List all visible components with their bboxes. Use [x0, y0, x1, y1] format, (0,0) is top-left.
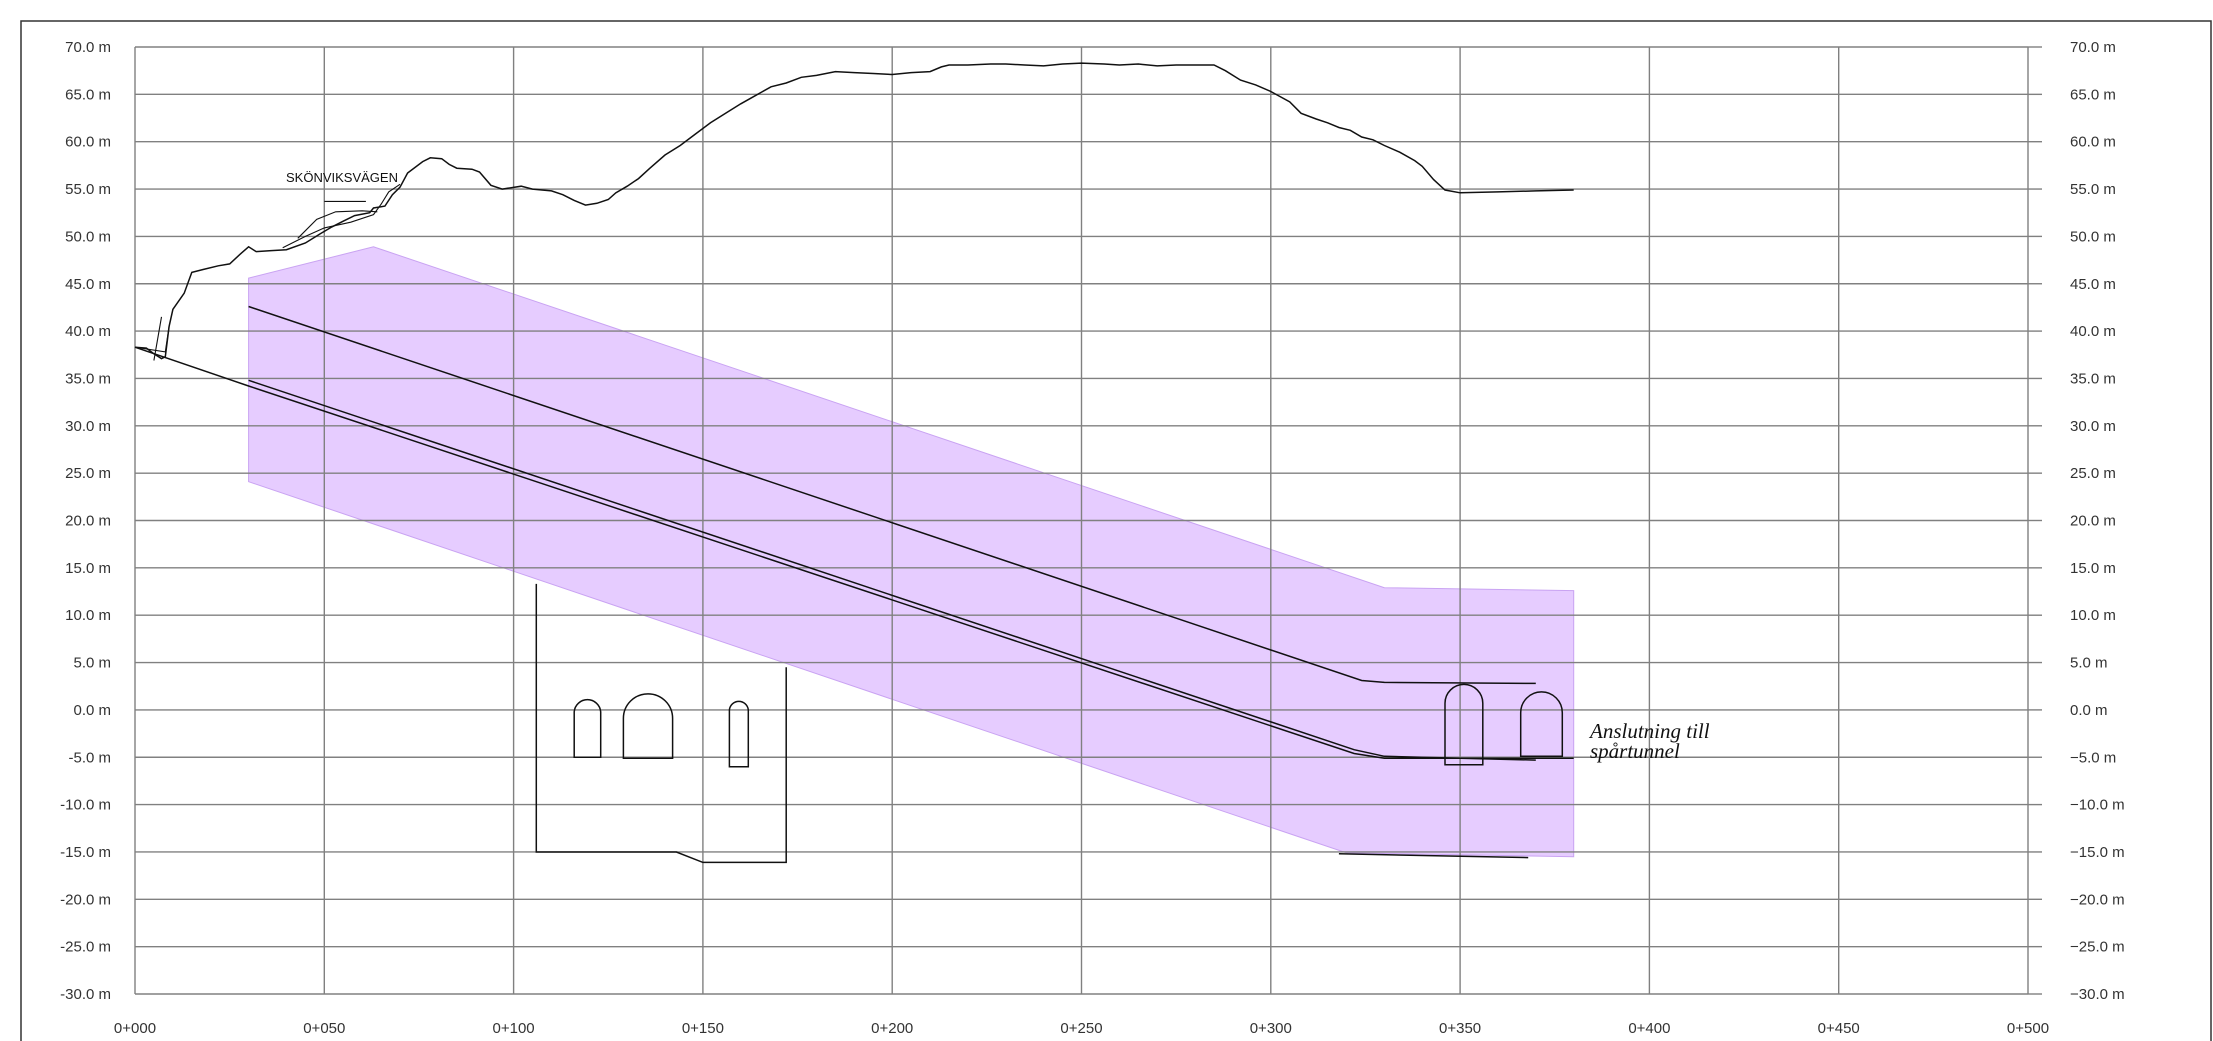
y-tick-label-left: 40.0 m — [65, 323, 111, 340]
y-tick-label-left: -10.0 m — [60, 797, 111, 814]
cross-section-box-outline — [535, 583, 787, 864]
y-tick-label-left: 25.0 m — [65, 465, 111, 482]
y-tick-label-right: 20.0 m — [2070, 513, 2116, 530]
x-tick-label: 0+000 — [114, 1020, 156, 1037]
y-tick-label-right: 60.0 m — [2070, 134, 2116, 151]
rock-zone-layer — [248, 246, 1575, 858]
x-tick-label: 0+100 — [493, 1020, 535, 1037]
y-tick-label-right: 65.0 m — [2070, 86, 2116, 103]
y-tick-label-right: −30.0 m — [2070, 986, 2125, 1003]
linework-layer — [134, 62, 1574, 864]
upper-tunnel-line — [248, 305, 1536, 685]
portal-descent-line — [134, 326, 170, 353]
y-tick-label-left: -30.0 m — [60, 986, 111, 1003]
x-tick-label: 0+350 — [1439, 1020, 1481, 1037]
y-tick-label-left: 35.0 m — [65, 370, 111, 387]
y-tick-label-left: 55.0 m — [65, 181, 111, 198]
y-tick-label-left: -25.0 m — [60, 939, 111, 956]
connection-label-line1: Anslutning till — [1588, 719, 1710, 743]
tunnel-cross-section — [622, 693, 674, 759]
y-tick-label-right: −25.0 m — [2070, 939, 2125, 956]
y-tick-label-left: 70.0 m — [65, 39, 111, 56]
y-tick-label-left: 10.0 m — [65, 607, 111, 624]
y-tick-label-right: −5.0 m — [2070, 749, 2116, 766]
y-tick-label-left: 65.0 m — [65, 86, 111, 103]
y-tick-label-right: −15.0 m — [2070, 844, 2125, 861]
tunnel-cross-section — [573, 698, 602, 759]
x-tick-label: 0+300 — [1250, 1020, 1292, 1037]
y-tick-label-left: -20.0 m — [60, 891, 111, 908]
y-tick-label-right: 35.0 m — [2070, 370, 2116, 387]
y-tick-label-right: 50.0 m — [2070, 228, 2116, 245]
road-embankment-line — [282, 183, 401, 249]
y-tick-label-left: 15.0 m — [65, 560, 111, 577]
y-tick-label-right: −10.0 m — [2070, 797, 2125, 814]
y-tick-label-left: 20.0 m — [65, 513, 111, 530]
road-label: SKÖNVIKSVÄGEN — [286, 170, 398, 185]
y-tick-label-right: 15.0 m — [2070, 560, 2116, 577]
tunnel-cross-section — [1444, 683, 1484, 766]
y-tick-label-right: 25.0 m — [2070, 465, 2116, 482]
tunnel-cross-section — [728, 700, 750, 768]
y-tick-label-left: -15.0 m — [60, 844, 111, 861]
x-tick-label: 0+200 — [871, 1020, 913, 1037]
zone-bottom-line — [1338, 853, 1529, 859]
connection-label-line2: spårtunnel — [1590, 739, 1680, 763]
y-tick-label-left: -5.0 m — [68, 749, 111, 766]
y-tick-label-right: 0.0 m — [2070, 702, 2108, 719]
y-tick-label-left: 60.0 m — [65, 134, 111, 151]
y-tick-label-right: 70.0 m — [2070, 39, 2116, 56]
y-tick-label-left: 45.0 m — [65, 276, 111, 293]
y-tick-label-right: 30.0 m — [2070, 418, 2116, 435]
x-tick-label: 0+150 — [682, 1020, 724, 1037]
y-tick-label-right: 55.0 m — [2070, 181, 2116, 198]
x-tick-label: 0+050 — [303, 1020, 345, 1037]
y-tick-label-left: 50.0 m — [65, 228, 111, 245]
main-tunnel-line — [248, 379, 1536, 761]
y-tick-label-right: 10.0 m — [2070, 607, 2116, 624]
x-tick-label: 0+450 — [1818, 1020, 1860, 1037]
tick-label-layer: 70.0 m 70.0 m 65.0 m 65.0 m 60.0 m 60.0 m 55.0… — [60, 39, 2124, 1037]
y-tick-label-right: 40.0 m — [2070, 323, 2116, 340]
terrain-profile-line — [134, 62, 1574, 360]
x-tick-label: 0+500 — [2007, 1020, 2049, 1037]
y-tick-label-right: 5.0 m — [2070, 655, 2108, 672]
grid-layer — [134, 46, 2042, 995]
y-tick-label-left: 0.0 m — [73, 702, 111, 719]
y-tick-label-left: 30.0 m — [65, 418, 111, 435]
tunnel-cross-section — [1519, 691, 1564, 758]
annotation-layer: SKÖNVIKSVÄGEN Anslutning till spårtunnel — [286, 170, 1710, 763]
y-tick-label-right: −20.0 m — [2070, 891, 2125, 908]
rock-zone-polygon — [248, 246, 1575, 858]
y-tick-label-left: 5.0 m — [73, 655, 111, 672]
x-tick-label: 0+250 — [1060, 1020, 1102, 1037]
y-tick-label-right: 45.0 m — [2070, 276, 2116, 293]
portal-descent-line — [153, 316, 163, 361]
x-tick-label: 0+400 — [1628, 1020, 1670, 1037]
road-upper-edge-line — [297, 210, 378, 239]
